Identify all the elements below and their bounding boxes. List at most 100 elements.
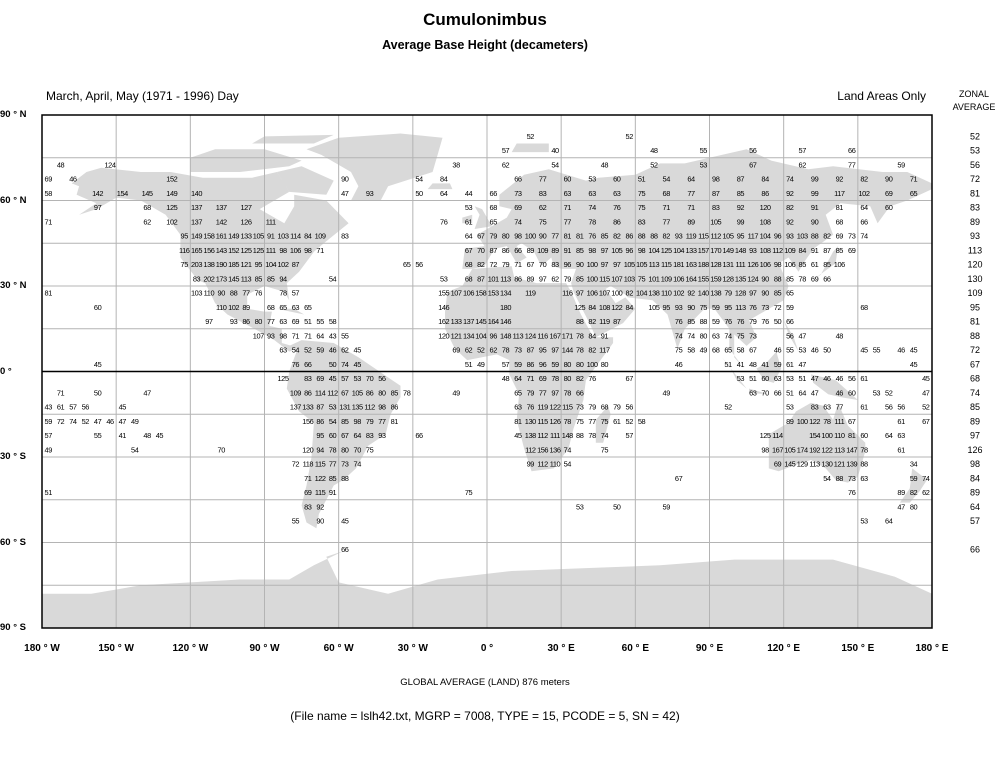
cell-value: 63 <box>823 403 831 412</box>
cell-value: 100 <box>525 232 536 241</box>
cell-value: 52 <box>724 403 732 412</box>
cell-value: 86 <box>304 389 312 398</box>
cell-value: 85 <box>255 275 263 284</box>
cell-value: 140 <box>698 289 709 298</box>
cell-value: 92 <box>786 189 794 198</box>
cell-value: 57 <box>502 146 510 155</box>
cell-value: 138 <box>710 289 721 298</box>
cell-value: 47 <box>811 374 819 383</box>
cell-value: 93 <box>267 332 275 341</box>
cell-value: 128 <box>710 260 721 269</box>
cell-value: 190 <box>216 260 227 269</box>
cell-value: 71 <box>304 332 312 341</box>
cell-value: 59 <box>514 360 522 369</box>
cell-value: 47 <box>811 389 819 398</box>
cell-value: 105 <box>636 260 647 269</box>
cell-value: 137 <box>463 317 474 326</box>
cell-value: 90 <box>316 517 324 526</box>
cell-value: 90 <box>576 260 584 269</box>
cell-value: 138 <box>525 431 536 440</box>
cell-value: 69 <box>45 175 53 184</box>
cell-value: 71 <box>514 260 522 269</box>
cell-value: 88 <box>836 474 844 483</box>
cell-value: 83 <box>341 232 349 241</box>
cell-value: 88 <box>576 431 584 440</box>
cell-value: 154 <box>809 431 820 440</box>
cell-value: 159 <box>710 275 721 284</box>
cell-value: 121 <box>241 260 252 269</box>
cell-value: 149 <box>166 189 177 198</box>
cell-value: 46 <box>329 346 337 355</box>
cell-value: 85 <box>799 260 807 269</box>
cell-value: 133 <box>451 317 462 326</box>
cell-value: 91 <box>811 203 819 212</box>
land-area <box>71 167 349 352</box>
cell-value: 156 <box>302 417 313 426</box>
cell-value: 76 <box>527 403 535 412</box>
cell-value: 63 <box>279 317 287 326</box>
cell-value: 45 <box>341 517 349 526</box>
cell-value: 71 <box>45 218 53 227</box>
cell-value: 76 <box>737 317 745 326</box>
cell-value: 113 <box>649 260 660 269</box>
cell-value: 96 <box>539 360 547 369</box>
cell-value: 68 <box>143 203 151 212</box>
cell-value: 94 <box>316 446 324 455</box>
cell-value: 61 <box>613 417 621 426</box>
longitude-label: 90 ° E <box>695 643 724 654</box>
cell-value: 53 <box>588 175 596 184</box>
zonal-average-value: 72 <box>970 345 980 355</box>
zonal-average-value: 74 <box>970 388 980 398</box>
cell-value: 104 <box>648 246 659 255</box>
cell-value: 45 <box>910 346 918 355</box>
cell-value: 76 <box>724 317 732 326</box>
cell-value: 60 <box>94 303 102 312</box>
cell-value: 95 <box>724 303 732 312</box>
cell-value: 64 <box>316 332 324 341</box>
cell-value: 112 <box>364 403 375 412</box>
cell-value: 56 <box>82 403 90 412</box>
cell-value: 75 <box>181 260 189 269</box>
cell-value: 140 <box>191 189 202 198</box>
cell-value: 100 <box>587 260 598 269</box>
cell-value: 82 <box>786 203 794 212</box>
cell-value: 96 <box>564 260 572 269</box>
cell-value: 65 <box>786 289 794 298</box>
cell-value: 85 <box>391 389 399 398</box>
cell-value: 95 <box>181 232 189 241</box>
cell-value: 51 <box>638 175 646 184</box>
cell-value: 165 <box>191 246 202 255</box>
cell-value: 122 <box>809 417 820 426</box>
cell-value: 97 <box>576 289 584 298</box>
zonal-average-header: ZONAL AVERAGE <box>948 88 997 114</box>
cell-value: 91 <box>564 246 572 255</box>
cell-value: 111 <box>735 260 745 269</box>
cell-value: 76 <box>588 232 596 241</box>
cell-value: 88 <box>576 317 584 326</box>
cell-value: 59 <box>551 360 559 369</box>
cell-value: 114 <box>290 232 301 241</box>
cell-value: 135 <box>735 275 746 284</box>
cell-value: 94 <box>279 275 287 284</box>
cell-value: 70 <box>366 374 374 383</box>
cell-value: 88 <box>638 232 646 241</box>
cell-value: 75 <box>539 218 547 227</box>
cell-value: 82 <box>663 232 671 241</box>
cell-value: 69 <box>836 232 844 241</box>
cell-value: 111 <box>266 218 276 227</box>
cell-value: 80 <box>341 446 349 455</box>
cell-value: 84 <box>588 303 596 312</box>
cell-value: 69 <box>292 317 300 326</box>
cell-value: 73 <box>514 189 522 198</box>
cell-value: 62 <box>341 346 349 355</box>
cell-value: 115 <box>661 260 672 269</box>
cell-value: 164 <box>488 317 499 326</box>
map-title: Cumulonimbus <box>423 10 547 29</box>
cell-value: 97 <box>539 275 547 284</box>
cell-value: 105 <box>723 232 734 241</box>
cell-value: 64 <box>514 374 522 383</box>
cell-value: 117 <box>834 189 845 198</box>
cell-value: 125 <box>253 246 264 255</box>
cell-value: 56 <box>626 403 634 412</box>
cell-value: 46 <box>897 346 905 355</box>
